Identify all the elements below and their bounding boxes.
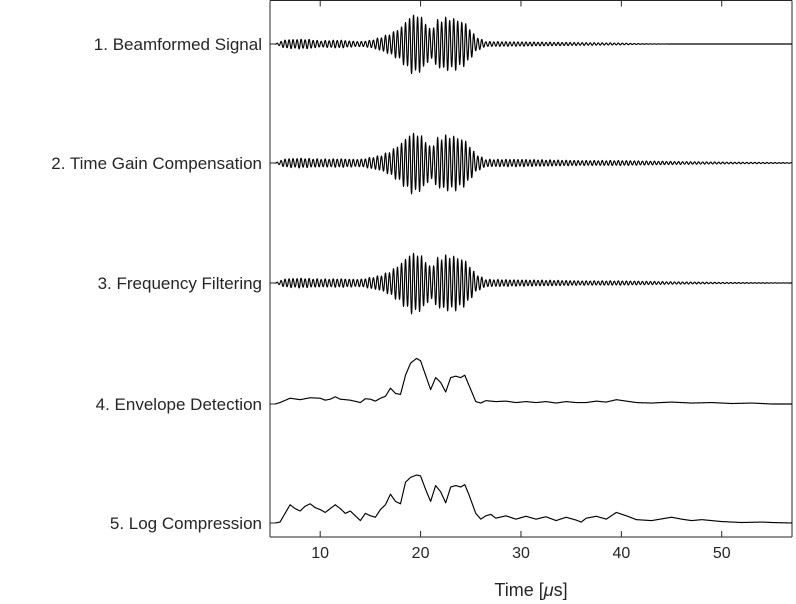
x-tick-label-30: 30	[512, 545, 530, 562]
x-tick-label-50: 50	[713, 545, 731, 562]
x-axis-label: Time [μs]	[494, 580, 567, 600]
y-tick-label-5: 5. Log Compression	[110, 514, 262, 533]
y-tick-label-4: 4. Envelope Detection	[96, 395, 262, 414]
x-tick-label-10: 10	[311, 545, 329, 562]
y-tick-label-3: 3. Frequency Filtering	[98, 274, 262, 293]
trace-4	[274, 357, 793, 405]
trace-5	[274, 474, 793, 524]
x-axis-label-prefix: Time [	[494, 580, 543, 600]
trace-2	[274, 132, 793, 195]
x-axis-label-suffix: s]	[554, 580, 568, 600]
trace-3	[274, 252, 793, 315]
trace-1	[274, 14, 793, 75]
y-tick-label-2: 2. Time Gain Compensation	[51, 154, 262, 173]
plot-axes	[269, 0, 793, 538]
x-tick-label-40: 40	[612, 545, 630, 562]
signal-traces	[274, 14, 793, 524]
y-ticks: 1. Beamformed Signal 2. Time Gain Compens…	[51, 35, 276, 533]
y-tick-label-1: 1. Beamformed Signal	[94, 35, 262, 54]
x-axis-label-unit: μ	[543, 580, 554, 600]
x-ticks: 10 20 30 40 50	[311, 0, 731, 562]
x-tick-label-20: 20	[412, 545, 430, 562]
